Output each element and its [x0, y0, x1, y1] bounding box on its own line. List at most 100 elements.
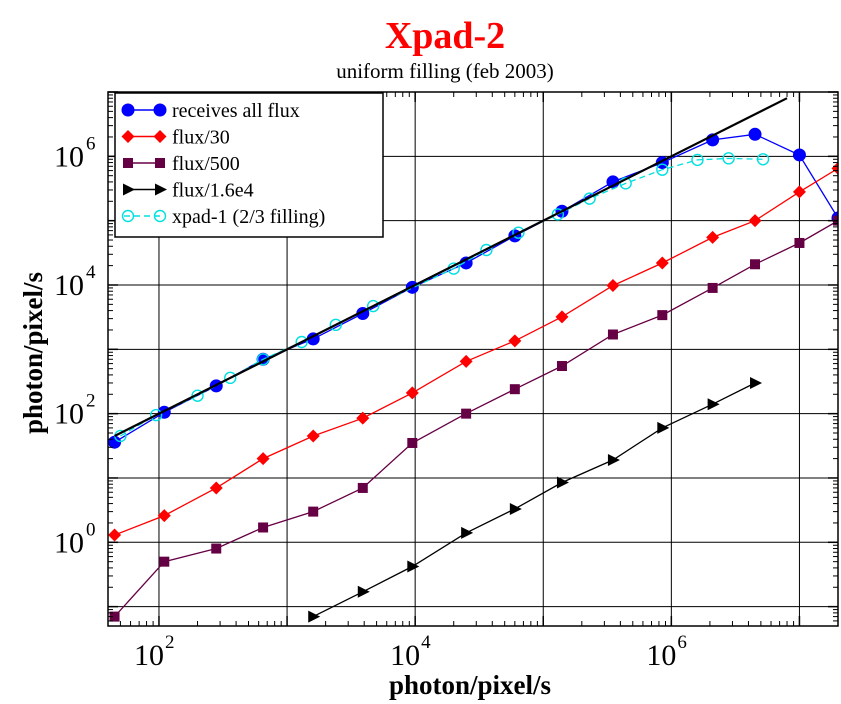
data-point: [308, 610, 321, 623]
data-point: [108, 528, 122, 542]
y-tick-label: 10: [54, 140, 84, 173]
data-point: [149, 408, 163, 422]
data-point: [831, 161, 838, 175]
data-point: [748, 214, 762, 228]
data-point: [356, 411, 370, 425]
x-tick-exponent: 6: [677, 632, 687, 653]
data-point: [295, 335, 308, 349]
series-line: [114, 167, 838, 536]
data-point: [157, 509, 171, 523]
y-tick-exponent: 4: [86, 262, 96, 283]
series-5: [114, 97, 788, 437]
data-point: [459, 354, 473, 368]
x-tick-exponent: 4: [421, 632, 431, 653]
data-point: [461, 526, 474, 539]
y-tick-label: 10: [54, 269, 84, 302]
series-group: [108, 97, 838, 623]
x-tick-exponent: 2: [165, 632, 175, 653]
x-axis-label: photon/pixel/s: [389, 670, 551, 700]
data-point: [258, 522, 269, 533]
series-2: [109, 215, 838, 622]
legend-label: flux/30: [172, 127, 230, 149]
data-point: [792, 185, 806, 199]
data-point: [159, 556, 170, 567]
tick-labels: 10 2 10 4 10 610 010 210 410 6: [54, 133, 687, 672]
data-point: [656, 163, 669, 176]
y-tick-label: 10: [54, 398, 84, 431]
y-tick-exponent: 0: [86, 519, 96, 540]
data-point: [707, 398, 720, 411]
data-point: [750, 376, 763, 389]
data-point: [691, 153, 704, 167]
legend-label: flux/1.6e4: [172, 180, 254, 202]
grid: [108, 91, 838, 626]
data-point: [224, 371, 237, 385]
data-point: [794, 237, 805, 248]
data-point: [509, 384, 520, 395]
legend-marker: [155, 183, 167, 196]
series-line: [114, 97, 788, 437]
series-line: [114, 220, 838, 618]
data-point: [748, 127, 762, 141]
data-point: [461, 408, 472, 419]
data-point: [108, 435, 122, 449]
legend: receives all flux flux/30 flux/500 flux/1.6…: [114, 92, 384, 238]
data-point: [556, 361, 567, 372]
y-tick-exponent: 6: [86, 133, 96, 154]
y-tick-exponent: 2: [86, 391, 96, 412]
data-point: [619, 177, 632, 190]
legend-marker: [153, 103, 167, 117]
series-4: [114, 152, 770, 443]
legend-marker: [121, 130, 135, 143]
data-point: [607, 329, 618, 340]
data-point: [366, 299, 380, 313]
data-point: [756, 153, 770, 166]
data-point: [583, 192, 596, 205]
data-point: [357, 482, 368, 493]
data-point: [508, 334, 522, 348]
data-point: [706, 230, 720, 244]
data-point: [306, 429, 320, 443]
series-line: [312, 382, 756, 618]
data-point: [657, 421, 670, 434]
data-point: [308, 506, 319, 517]
legend-marker: [153, 209, 167, 223]
chart-title: Xpad-2: [385, 15, 505, 57]
data-point: [750, 259, 761, 270]
data-point: [329, 318, 342, 332]
chart-subtitle: uniform filling (feb 2003): [336, 59, 554, 83]
x-tick-label: 10: [134, 639, 164, 672]
data-point: [211, 543, 222, 554]
data-point: [556, 476, 569, 489]
legend-marker: [121, 103, 135, 117]
legend-marker: [123, 158, 133, 168]
x-tick-label: 10: [646, 639, 676, 672]
data-point: [509, 502, 522, 515]
data-point: [655, 256, 669, 270]
data-point: [109, 611, 120, 622]
data-point: [722, 152, 735, 165]
data-point: [512, 226, 525, 239]
data-point: [607, 454, 620, 467]
data-point: [657, 310, 668, 321]
data-point: [209, 481, 223, 495]
legend-label: xpad-1 (2/3 filling): [172, 206, 325, 228]
data-point: [555, 310, 569, 324]
data-point: [357, 585, 370, 598]
x-tick-label: 10: [390, 639, 420, 672]
data-point: [606, 279, 620, 293]
data-point: [191, 389, 204, 402]
data-point: [407, 437, 418, 448]
legend-marker: [153, 130, 167, 143]
legend-marker: [155, 158, 165, 168]
axis-ticks: [107, 91, 839, 627]
series-3: [308, 376, 763, 623]
data-point: [407, 560, 420, 573]
legend-label: receives all flux: [172, 100, 300, 122]
series-1: [108, 161, 838, 542]
data-point: [707, 282, 718, 293]
legend-label: flux/500: [172, 153, 240, 175]
legend-marker: [123, 183, 135, 196]
y-tick-label: 10: [54, 526, 84, 559]
